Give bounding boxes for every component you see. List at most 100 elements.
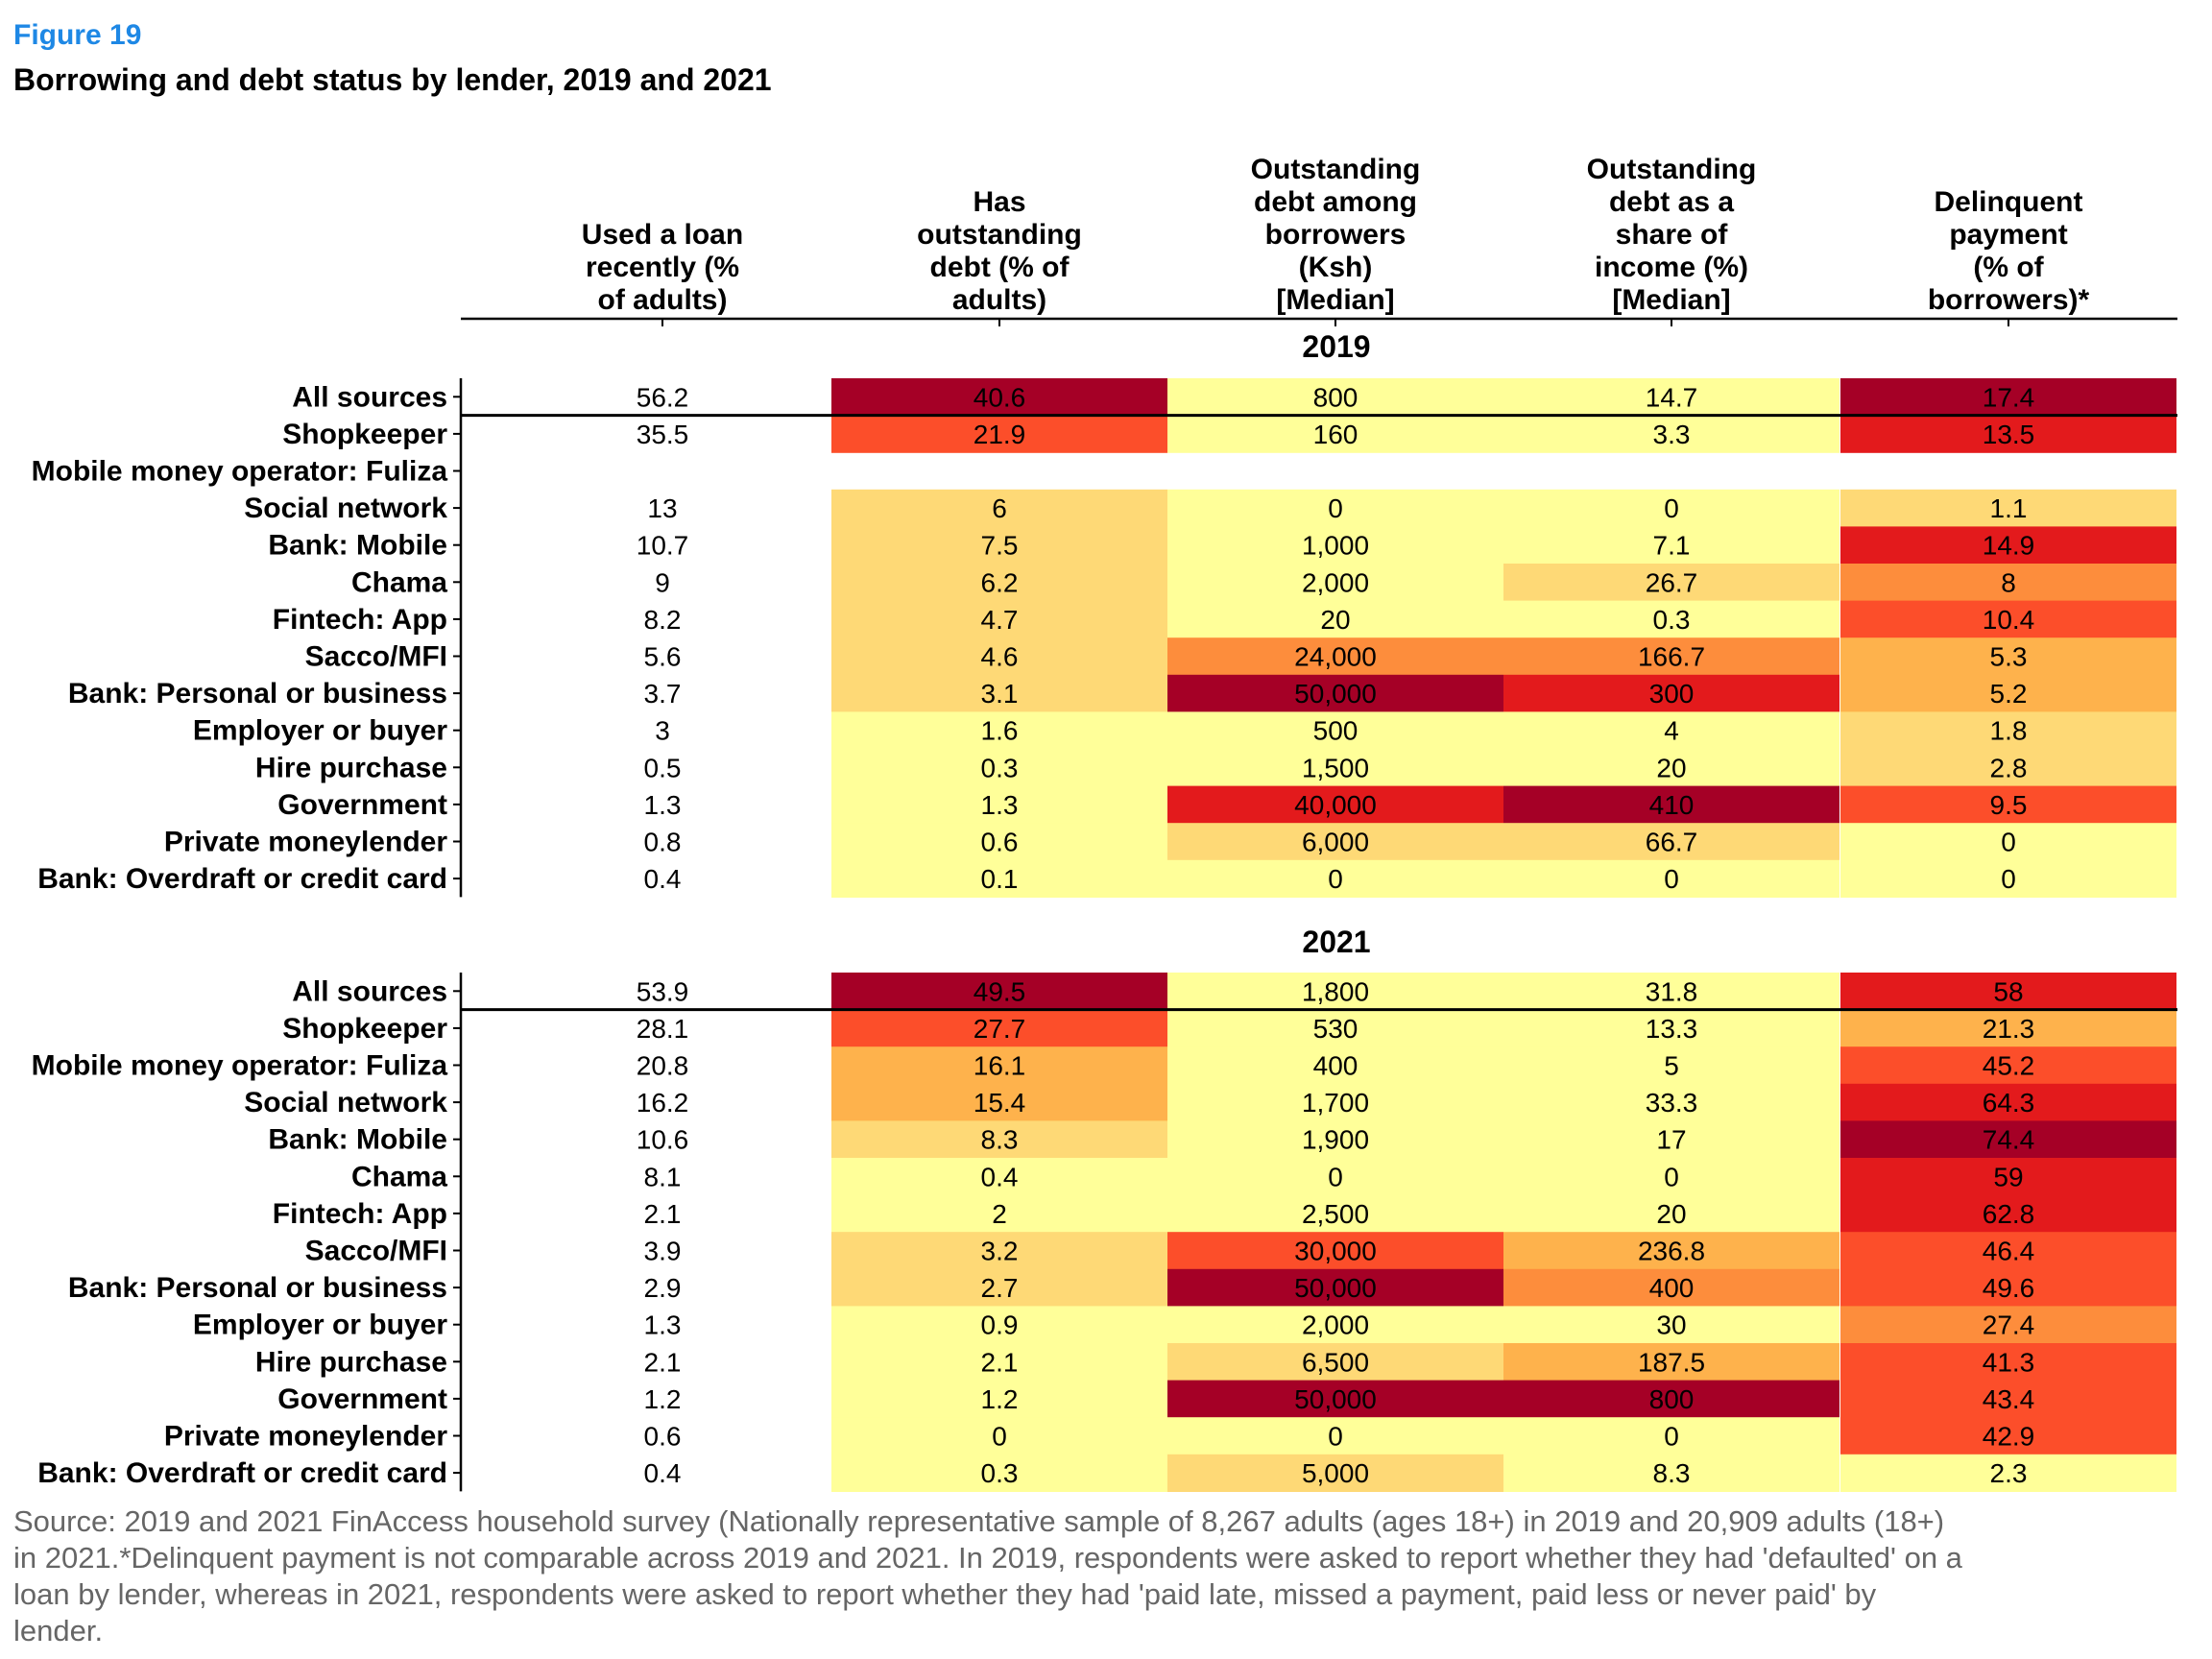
column-header-1-line-3: of adults) [598,284,728,316]
value-2019-r4-c5: 1.1 [1990,493,2028,523]
value-2021-r13-c2: 0 [992,1422,1007,1452]
column-header-3-line-3: borrowers [1265,219,1407,251]
cell-2021-r10-c4 [1503,1306,1839,1344]
cell-2019-r14-c4 [1503,859,1839,898]
cell-2021-r11-c2 [831,1343,1167,1382]
value-2021-r3-c5: 45.2 [1983,1051,2035,1081]
cell-2021-r9-c5 [1840,1268,2176,1307]
cell-2019-r13-c5 [1840,823,2176,861]
cell-2021-r6-c3 [1167,1158,1503,1196]
value-2021-r13-c5: 42.9 [1983,1422,2035,1452]
value-2019-r13-c2: 0.6 [981,828,1019,857]
value-2021-r6-c2: 0.4 [981,1162,1019,1191]
value-2021-r7-c5: 62.8 [1983,1199,2035,1229]
cell-2019-r14-c2 [831,859,1167,898]
cell-2021-r2-c3 [1167,1009,1503,1047]
figure-label: Figure 19 [13,19,142,51]
value-2021-r8-c1: 3.9 [644,1237,682,1266]
value-2019-r9-c5: 5.2 [1990,679,2028,709]
cell-2019-r9-c2 [831,674,1167,712]
cell-2019-r5-c2 [831,526,1167,565]
value-2019-r10-c4: 4 [1664,716,1679,746]
cell-2021-r13-c5 [1840,1417,2176,1455]
value-2021-r4-c1: 16.2 [637,1088,689,1118]
column-header-1-line-1: Used a loan [582,219,743,251]
cell-2019-r14-c3 [1167,859,1503,898]
value-2021-r11-c1: 2.1 [644,1347,682,1377]
cell-2021-r14-c5 [1840,1454,2176,1492]
cell-2019-r11-c3 [1167,749,1503,787]
cell-2021-r14-c2 [831,1454,1167,1492]
value-2019-r6-c2: 6.2 [981,567,1019,597]
cell-2021-r8-c5 [1840,1232,2176,1270]
value-2019-r4-c4: 0 [1664,493,1679,523]
column-header-5-line-2: payment [1949,219,2067,251]
value-2021-r3-c2: 16.1 [974,1051,1026,1081]
value-2019-r9-c4: 300 [1649,679,1695,709]
value-2021-r8-c5: 46.4 [1983,1237,2035,1266]
cell-2019-r13-c3 [1167,823,1503,861]
value-2021-r9-c1: 2.9 [644,1273,682,1303]
column-header-2-line-4: adults) [952,284,1046,316]
row-label-2021-8: Sacco/MFI [305,1236,447,1267]
value-2019-r13-c3: 6,000 [1302,828,1369,857]
cell-2019-r6-c5 [1840,564,2176,602]
row-label-2019-11: Hire purchase [255,752,447,783]
value-2019-r7-c1: 8.2 [644,605,682,635]
value-2019-r1-c2: 40.6 [974,382,1026,412]
column-header-3-line-4: (Ksh) [1299,252,1373,283]
cell-2019-r10-c4 [1503,711,1839,750]
row-label-2021-1: All sources [292,975,447,1007]
value-2019-r1-c5: 17.4 [1983,382,2035,412]
source-note: Source: 2019 and 2021 FinAccess househol… [13,1504,1962,1647]
cell-2021-r12-c5 [1840,1380,2176,1418]
cell-2019-r12-c3 [1167,785,1503,824]
row-label-2019-3: Mobile money operator: Fuliza [32,456,448,488]
value-2019-r2-c1: 35.5 [637,420,689,449]
cell-2021-r5-c3 [1167,1120,1503,1159]
value-2021-r10-c5: 27.4 [1983,1310,2035,1340]
cell-2019-r1-c5 [1840,378,2176,417]
value-2021-r9-c5: 49.6 [1983,1273,2035,1303]
cell-2019-r2-c3 [1167,415,1503,453]
cell-2019-r5-c4 [1503,526,1839,565]
value-2021-r6-c5: 59 [1993,1162,2023,1191]
value-2021-r3-c4: 5 [1664,1051,1679,1081]
column-header-5-line-3: (% of [1973,252,2044,283]
value-2021-r1-c4: 31.8 [1646,976,1698,1006]
cell-2021-r9-c2 [831,1268,1167,1307]
cell-2019-r8-c5 [1840,637,2176,676]
value-2019-r8-c4: 166.7 [1638,642,1705,672]
value-2019-r14-c2: 0.1 [981,864,1019,894]
value-2019-r1-c1: 56.2 [637,382,689,412]
cell-2019-r10-c2 [831,711,1167,750]
value-2021-r1-c1: 53.9 [637,976,689,1006]
cell-2021-r4-c4 [1503,1083,1839,1121]
value-2021-r3-c1: 20.8 [637,1051,689,1081]
value-2021-r14-c1: 0.4 [644,1458,682,1488]
value-2021-r5-c5: 74.4 [1983,1125,2035,1155]
value-2019-r7-c5: 10.4 [1983,605,2035,635]
row-label-2021-11: Hire purchase [255,1346,447,1378]
row-label-2019-5: Bank: Mobile [268,530,447,562]
value-2021-r1-c2: 49.5 [974,976,1026,1006]
value-2021-r6-c1: 8.1 [644,1162,682,1191]
value-2019-r5-c5: 14.9 [1983,531,2035,561]
cell-2019-r7-c4 [1503,600,1839,638]
cell-2021-r3-c5 [1840,1046,2176,1085]
value-2019-r1-c3: 800 [1313,382,1358,412]
cell-2021-r10-c2 [831,1306,1167,1344]
cell-2019-r11-c4 [1503,749,1839,787]
cell-2019-r2-c5 [1840,415,2176,453]
value-2019-r5-c2: 7.5 [981,531,1019,561]
value-2021-r14-c2: 0.3 [981,1458,1019,1488]
row-label-2019-2: Shopkeeper [282,419,447,450]
value-2019-r12-c1: 1.3 [644,790,682,820]
value-2021-r11-c3: 6,500 [1302,1347,1369,1377]
value-2021-r1-c3: 1,800 [1302,976,1369,1006]
value-2021-r7-c4: 20 [1656,1199,1686,1229]
cell-2021-r14-c3 [1167,1454,1503,1492]
value-2021-r6-c4: 0 [1664,1162,1679,1191]
cell-2021-r1-c3 [1167,973,1503,1011]
row-label-2021-4: Social network [244,1087,447,1118]
